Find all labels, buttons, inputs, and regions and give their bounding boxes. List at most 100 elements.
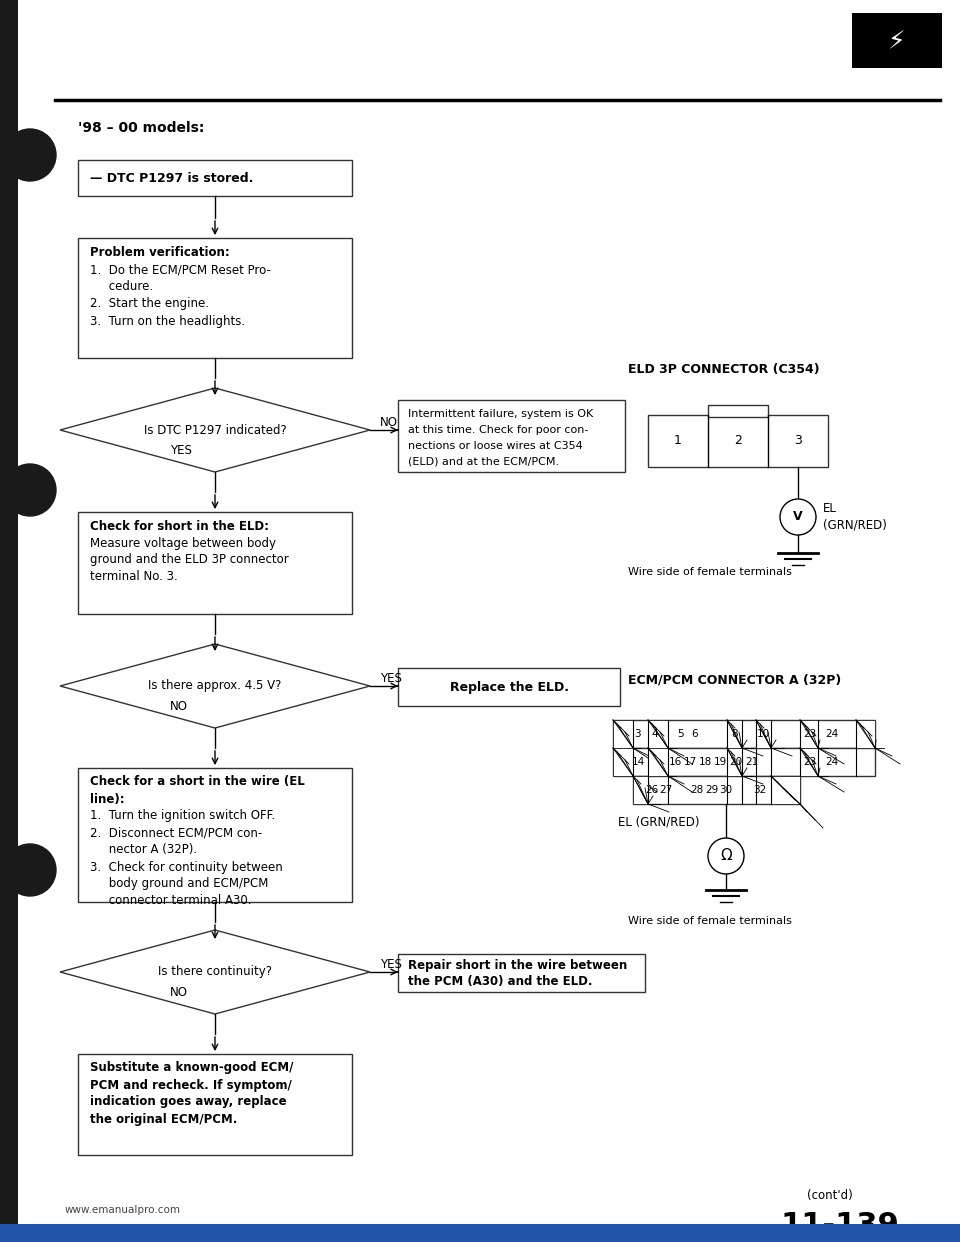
Text: V: V (793, 510, 803, 523)
Text: Is DTC P1297 indicated?: Is DTC P1297 indicated? (144, 424, 286, 436)
Text: Check for a short in the wire (EL: Check for a short in the wire (EL (90, 775, 304, 789)
FancyBboxPatch shape (78, 160, 352, 196)
Text: NO: NO (170, 985, 188, 999)
Text: YES: YES (380, 958, 402, 970)
Text: line):: line): (90, 792, 125, 806)
Polygon shape (60, 645, 370, 728)
Text: cedure.: cedure. (90, 281, 154, 293)
Text: 23: 23 (804, 758, 817, 768)
Text: (GRN/RED): (GRN/RED) (823, 518, 887, 532)
Text: Substitute a known-good ECM/: Substitute a known-good ECM/ (90, 1062, 294, 1074)
FancyBboxPatch shape (0, 1225, 960, 1242)
Text: indication goes away, replace: indication goes away, replace (90, 1095, 287, 1109)
Text: 28: 28 (690, 785, 704, 795)
Text: 3.  Check for continuity between: 3. Check for continuity between (90, 861, 283, 873)
Text: nector A (32P).: nector A (32P). (90, 843, 197, 857)
Text: 2.  Disconnect ECM/PCM con-: 2. Disconnect ECM/PCM con- (90, 826, 262, 840)
Circle shape (780, 499, 816, 535)
Text: 4: 4 (652, 729, 659, 739)
Text: the PCM (A30) and the ELD.: the PCM (A30) and the ELD. (408, 975, 592, 989)
Polygon shape (0, 0, 18, 1242)
Text: 3: 3 (794, 435, 802, 447)
FancyBboxPatch shape (800, 720, 818, 748)
Text: 10: 10 (756, 729, 770, 739)
FancyBboxPatch shape (613, 748, 875, 776)
Text: 19: 19 (713, 758, 727, 768)
Text: Measure voltage between body: Measure voltage between body (90, 537, 276, 549)
FancyBboxPatch shape (633, 776, 800, 804)
Text: Wire side of female terminals: Wire side of female terminals (628, 917, 792, 927)
Text: Wire side of female terminals: Wire side of female terminals (628, 568, 792, 578)
FancyBboxPatch shape (727, 748, 742, 776)
Text: 6: 6 (692, 729, 698, 739)
Text: 18: 18 (698, 758, 711, 768)
Text: 24: 24 (826, 758, 839, 768)
Text: terminal No. 3.: terminal No. 3. (90, 570, 178, 584)
Text: 11-139: 11-139 (780, 1211, 900, 1240)
Text: nections or loose wires at C354: nections or loose wires at C354 (408, 441, 583, 451)
Text: ELD 3P CONNECTOR (C354): ELD 3P CONNECTOR (C354) (628, 364, 820, 376)
Text: 29: 29 (706, 785, 719, 795)
FancyBboxPatch shape (398, 668, 620, 705)
FancyBboxPatch shape (78, 1054, 352, 1155)
Polygon shape (60, 388, 370, 472)
Text: 1: 1 (674, 435, 682, 447)
Text: EL (GRN/RED): EL (GRN/RED) (618, 816, 700, 828)
FancyBboxPatch shape (613, 748, 633, 776)
Circle shape (4, 465, 56, 515)
FancyBboxPatch shape (727, 720, 742, 748)
Text: — DTC P1297 is stored.: — DTC P1297 is stored. (90, 171, 253, 185)
Text: 26: 26 (645, 785, 659, 795)
Text: Intermittent failure, system is OK: Intermittent failure, system is OK (408, 409, 593, 419)
Text: YES: YES (380, 672, 402, 684)
Polygon shape (60, 930, 370, 1013)
FancyBboxPatch shape (398, 400, 625, 472)
Text: 21: 21 (745, 758, 758, 768)
Text: 14: 14 (632, 758, 644, 768)
Text: EL: EL (823, 503, 837, 515)
FancyBboxPatch shape (800, 748, 818, 776)
Text: Check for short in the ELD:: Check for short in the ELD: (90, 519, 269, 533)
Circle shape (4, 129, 56, 181)
FancyBboxPatch shape (756, 720, 771, 748)
FancyBboxPatch shape (856, 720, 875, 748)
Text: Is there continuity?: Is there continuity? (158, 965, 272, 979)
Text: 32: 32 (754, 785, 767, 795)
Text: 8: 8 (732, 729, 738, 739)
Text: PCM and recheck. If symptom/: PCM and recheck. If symptom/ (90, 1078, 292, 1092)
Text: NO: NO (170, 699, 188, 713)
Text: body ground and ECM/PCM: body ground and ECM/PCM (90, 878, 269, 891)
FancyBboxPatch shape (708, 405, 768, 417)
Text: Replace the ELD.: Replace the ELD. (449, 681, 568, 693)
Text: www.emanualpro.com: www.emanualpro.com (65, 1205, 181, 1215)
Text: (cont'd): (cont'd) (807, 1189, 852, 1201)
FancyBboxPatch shape (771, 776, 800, 804)
Text: ground and the ELD 3P connector: ground and the ELD 3P connector (90, 554, 289, 566)
FancyBboxPatch shape (648, 748, 668, 776)
Text: ECM/PCM CONNECTOR A (32P): ECM/PCM CONNECTOR A (32P) (628, 673, 841, 687)
Text: 20: 20 (730, 758, 743, 768)
Text: 16: 16 (668, 758, 682, 768)
Text: (ELD) and at the ECM/PCM.: (ELD) and at the ECM/PCM. (408, 457, 559, 467)
FancyBboxPatch shape (398, 954, 645, 992)
Text: '98 – 00 models:: '98 – 00 models: (78, 120, 204, 135)
Text: Problem verification:: Problem verification: (90, 246, 229, 258)
Text: ⚡: ⚡ (888, 30, 905, 53)
Text: connector terminal A30.: connector terminal A30. (90, 893, 252, 907)
Text: 27: 27 (660, 785, 673, 795)
FancyBboxPatch shape (633, 776, 648, 804)
FancyBboxPatch shape (852, 12, 942, 68)
FancyBboxPatch shape (78, 238, 352, 358)
FancyBboxPatch shape (78, 768, 352, 902)
FancyBboxPatch shape (648, 720, 668, 748)
Text: 30: 30 (719, 785, 732, 795)
Text: 24: 24 (826, 729, 839, 739)
Text: at this time. Check for poor con-: at this time. Check for poor con- (408, 425, 588, 435)
Text: 2.  Start the engine.: 2. Start the engine. (90, 298, 209, 310)
Text: 5: 5 (677, 729, 684, 739)
Text: 1.  Turn the ignition switch OFF.: 1. Turn the ignition switch OFF. (90, 810, 276, 822)
Text: Ω: Ω (720, 848, 732, 863)
Text: Repair short in the wire between: Repair short in the wire between (408, 960, 627, 972)
Circle shape (708, 838, 744, 874)
FancyBboxPatch shape (613, 720, 875, 748)
